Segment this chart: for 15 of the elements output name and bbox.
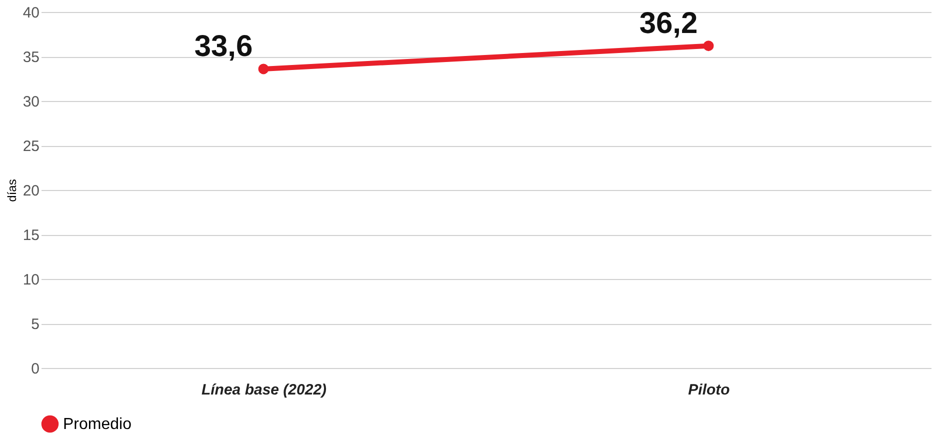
y-tick-label: 15 xyxy=(22,227,40,244)
y-axis-title: días xyxy=(4,179,19,202)
data-label: 36,2 xyxy=(639,6,698,40)
legend-label: Promedio xyxy=(63,416,132,433)
x-tick-label: Línea base (2022) xyxy=(201,382,327,398)
y-tick-label: 35 xyxy=(22,49,40,66)
y-tick-label: 30 xyxy=(22,94,40,110)
y-tick-label: 40 xyxy=(22,4,40,22)
x-tick-label: Piloto xyxy=(688,382,730,398)
data-label: 33,6 xyxy=(194,30,253,63)
y-tick-label: 25 xyxy=(22,138,40,155)
y-tick-label: 5 xyxy=(31,316,40,333)
y-tick-label: 0 xyxy=(31,360,40,378)
y-tick-label: 10 xyxy=(22,272,40,288)
y-tick-label: 20 xyxy=(22,182,40,200)
